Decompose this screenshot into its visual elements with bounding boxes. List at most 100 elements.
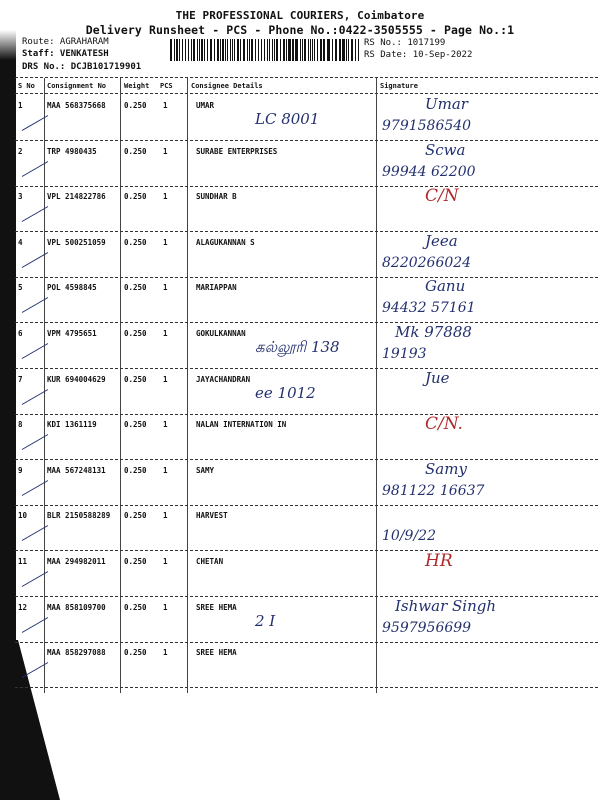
barcode-bar [358, 39, 360, 61]
row-weight: 0.250 [124, 238, 147, 247]
row-divider [15, 322, 598, 323]
signature-phone: 19193 [382, 346, 427, 362]
row-divider [15, 140, 598, 141]
row-pcs: 1 [163, 238, 168, 247]
row-sno: 9 [18, 466, 23, 475]
row-pcs: 1 [163, 329, 168, 338]
barcode-bar [261, 39, 262, 61]
barcode-bar [263, 39, 265, 61]
col-consignment: Consignment No [47, 82, 107, 90]
barcode [170, 39, 360, 61]
row-consignee: NALAN INTERNATION IN [196, 420, 287, 429]
barcode-bar [345, 39, 348, 61]
barcode-bar [283, 39, 285, 61]
barcode-bar [269, 39, 270, 61]
row-pcs: 1 [163, 147, 168, 156]
barcode-bar [319, 39, 321, 61]
header-rule [15, 93, 598, 94]
row-consignee: GOKULKANNAN [196, 329, 246, 338]
col-consignee: Consignee Details [191, 82, 263, 90]
signature-mark: Ishwar Singh [395, 597, 497, 615]
barcode-bar [254, 39, 256, 61]
torn-corner [0, 640, 60, 800]
barcode-bar [343, 39, 345, 61]
row-weight: 0.250 [124, 283, 147, 292]
row-pcs: 1 [163, 375, 168, 384]
row-consignee: ALAGUKANNAN S [196, 238, 255, 247]
row-weight: 0.250 [124, 603, 147, 612]
barcode-bar [314, 39, 315, 61]
barcode-bar [178, 39, 181, 61]
signature-phone: 10/9/22 [382, 528, 436, 544]
rs-number: RS No.: 1017199 [364, 38, 446, 48]
barcode-bar [187, 39, 189, 61]
barcode-bar [294, 39, 296, 61]
signature-mark: HR [425, 551, 453, 571]
row-divider [15, 231, 598, 232]
row-pcs: 1 [163, 603, 168, 612]
row-weight: 0.250 [124, 147, 147, 156]
col-divider [376, 78, 377, 693]
staff-label: Staff: VENKATESH [22, 49, 109, 59]
row-divider [15, 642, 598, 643]
signature-mark: Jeea [425, 232, 458, 250]
handwritten-note: LC 8001 [255, 110, 320, 128]
signature-mark: Samy [425, 460, 467, 478]
row-pcs: 1 [163, 648, 168, 657]
handwritten-note: கல்லூரி 138 [255, 338, 340, 356]
barcode-bar [323, 39, 325, 61]
signature-phone: 9597956699 [382, 620, 472, 636]
barcode-bar [296, 39, 298, 61]
signature-phone: 99944 62200 [382, 164, 476, 180]
table-top-rule [15, 77, 598, 78]
col-divider [44, 78, 45, 693]
barcode-bar [222, 39, 224, 61]
col-signature: Signature [380, 82, 418, 90]
barcode-bar [224, 39, 227, 61]
row-divider [15, 505, 598, 506]
barcode-bar [213, 39, 216, 61]
signature-mark: C/N [425, 186, 459, 206]
barcode-bar [292, 39, 294, 61]
row-consignment: VPL 214822786 [47, 192, 106, 201]
signature-mark: Jue [425, 369, 450, 387]
barcode-bar [219, 39, 222, 61]
barcode-bar [227, 39, 229, 61]
barcode-bar [351, 39, 353, 61]
row-sno: 2 [18, 147, 23, 156]
signature-mark: Scwa [425, 141, 466, 159]
handwritten-note: 2 I [255, 612, 276, 630]
row-sno: 3 [18, 192, 23, 201]
row-consignment: TRP 4980435 [47, 147, 97, 156]
row-pcs: 1 [163, 283, 168, 292]
barcode-bar [203, 39, 206, 61]
row-pcs: 1 [163, 511, 168, 520]
barcode-bar [341, 39, 343, 61]
barcode-bar [246, 39, 248, 61]
row-divider [15, 596, 598, 597]
signature-phone: 8220266024 [382, 255, 472, 271]
row-consignment: MAA 294982011 [47, 557, 106, 566]
row-sno: 8 [18, 420, 23, 429]
row-sno: 7 [18, 375, 23, 384]
barcode-bar [287, 39, 289, 61]
row-weight: 0.250 [124, 101, 147, 110]
barcode-bar [207, 39, 208, 61]
row-sno: 11 [18, 557, 28, 566]
col-sno: S No [18, 82, 35, 90]
row-consignment: MAA 858109700 [47, 603, 106, 612]
row-consignee: MARIAPPAN [196, 283, 237, 292]
barcode-bar [237, 39, 239, 61]
row-divider [15, 687, 598, 688]
row-weight: 0.250 [124, 420, 147, 429]
barcode-bar [231, 39, 233, 61]
barcode-bar [198, 39, 201, 61]
drs-number: DRS No.: DCJB101719901 [22, 62, 142, 72]
row-consignee: UMAR [196, 101, 215, 110]
barcode-bar [299, 39, 301, 61]
row-consignee: CHETAN [196, 557, 224, 566]
signature-mark: C/N. [425, 414, 463, 434]
row-pcs: 1 [163, 420, 168, 429]
row-sno: 6 [18, 329, 23, 338]
row-weight: 0.250 [124, 329, 147, 338]
